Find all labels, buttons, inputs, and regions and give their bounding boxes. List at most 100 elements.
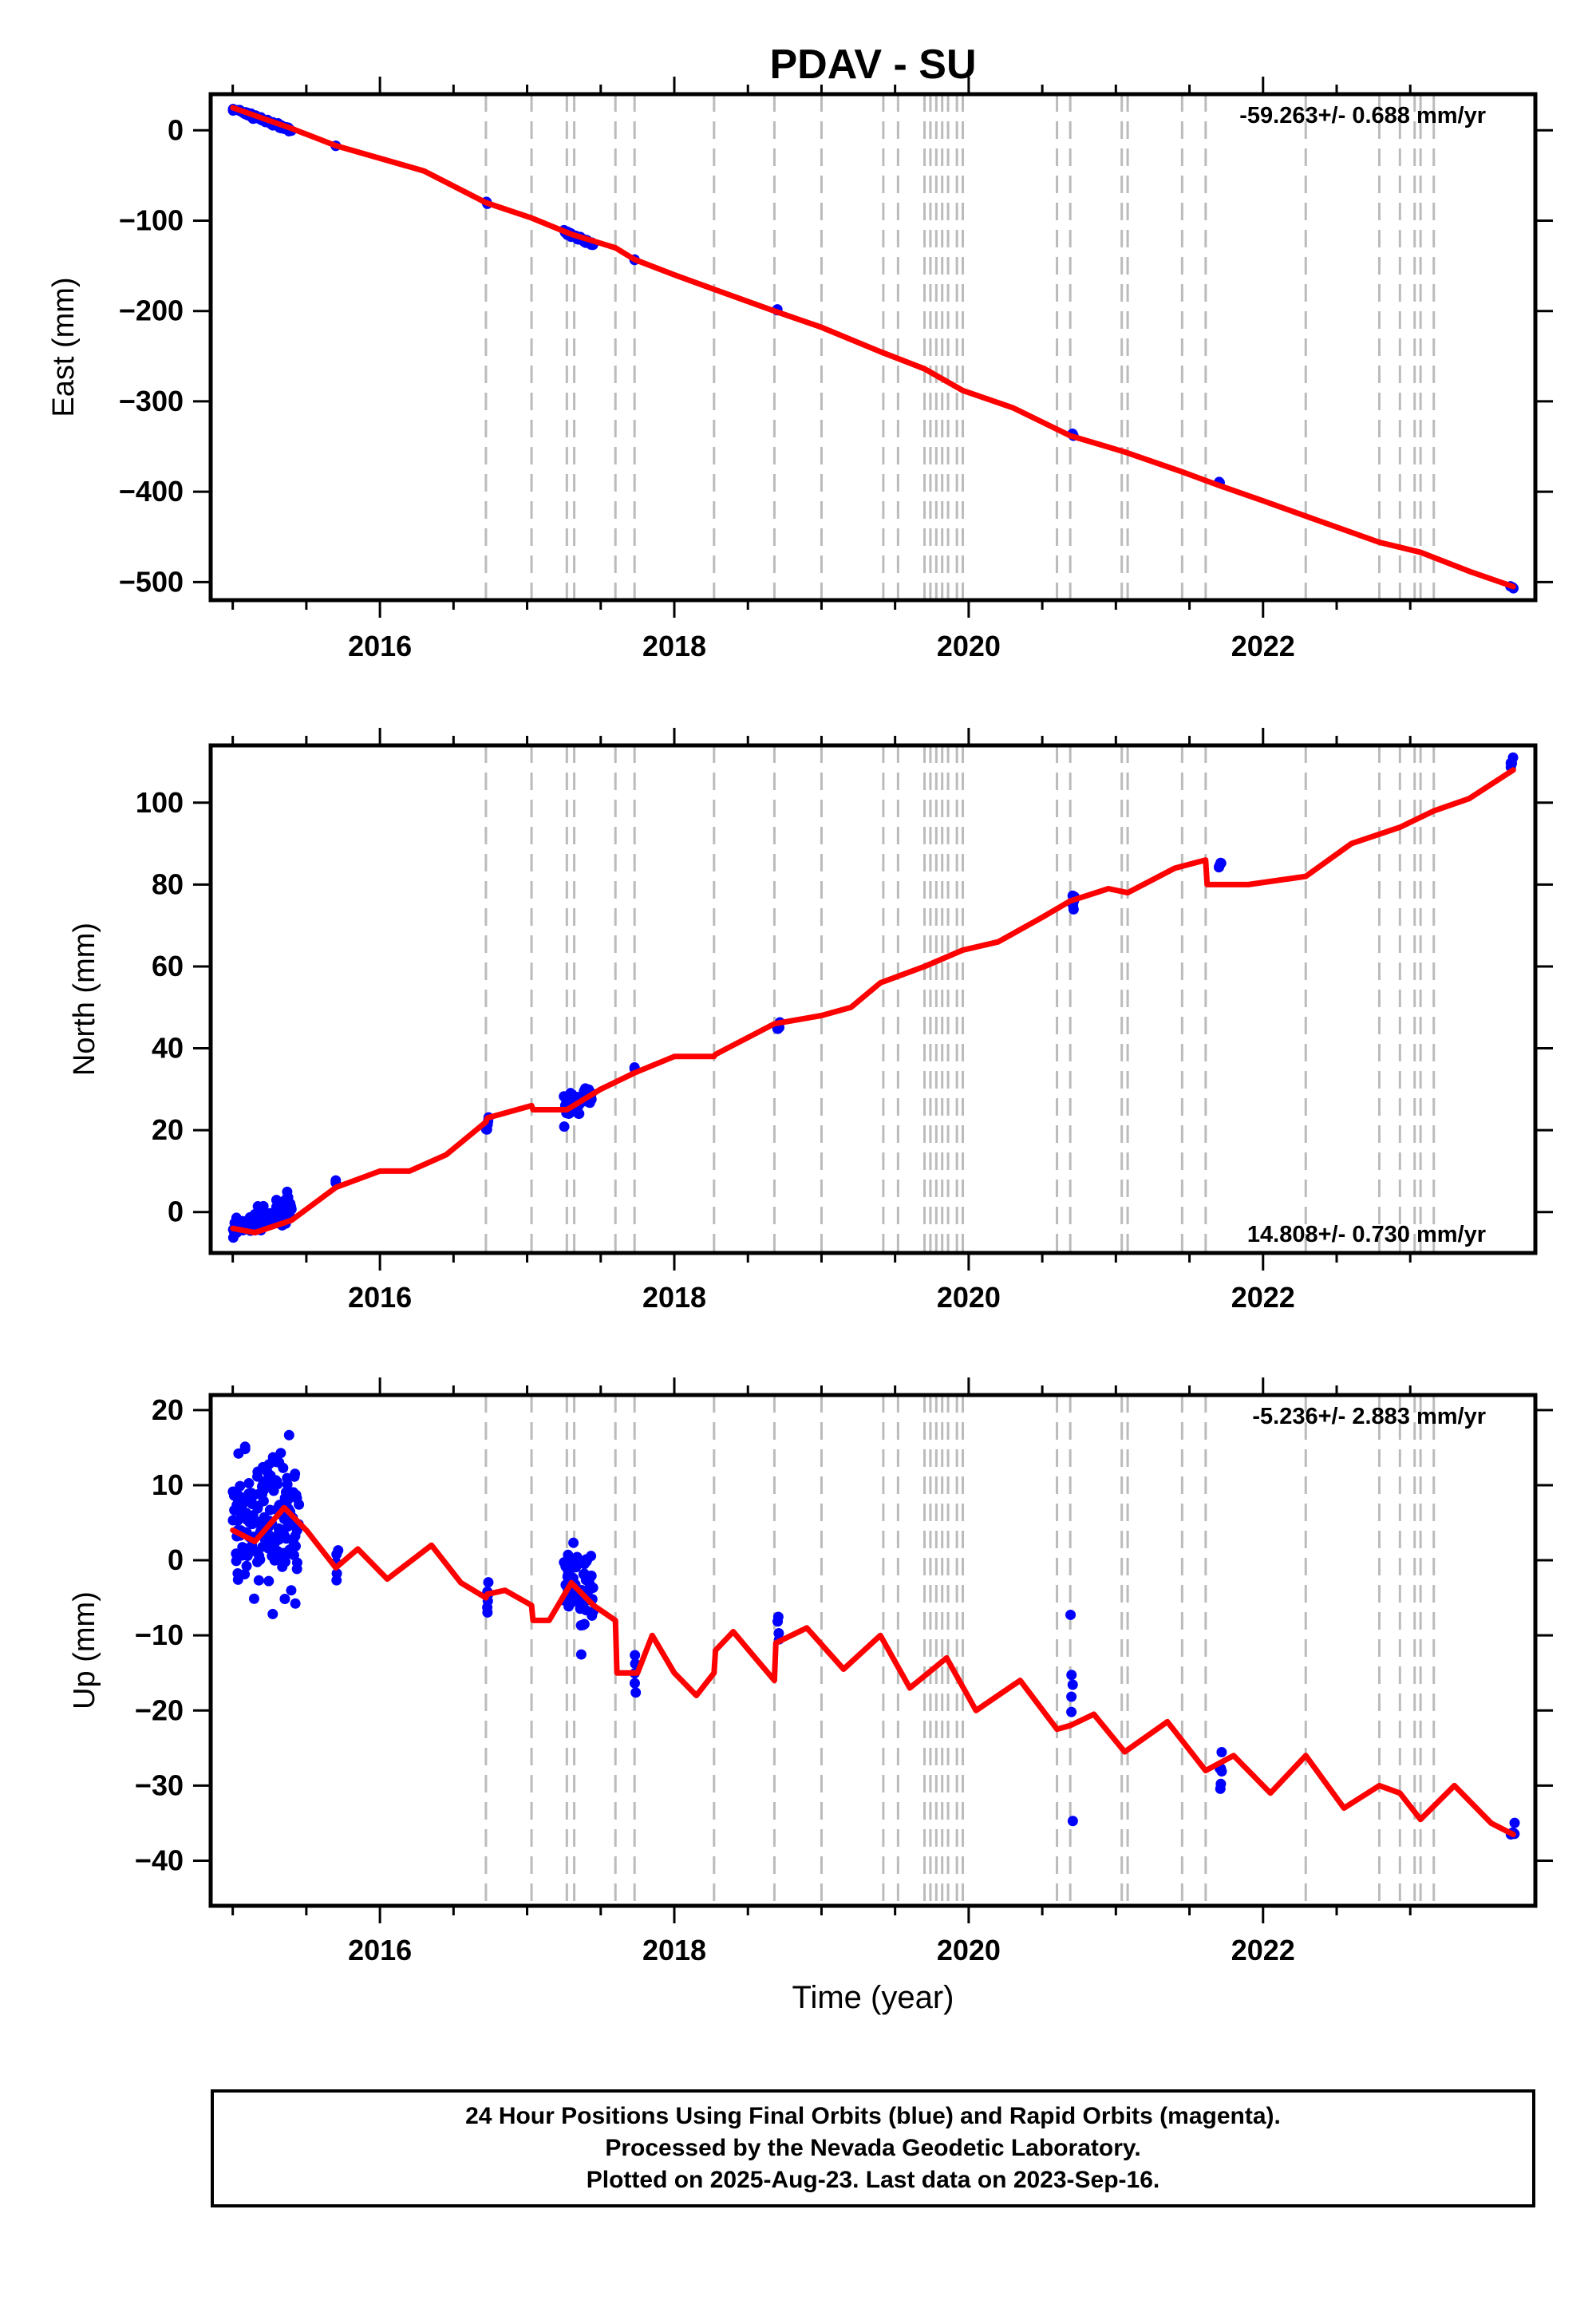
data-point (570, 1595, 581, 1606)
data-point (630, 1687, 642, 1698)
data-point (1067, 1679, 1078, 1690)
data-point (559, 1121, 570, 1132)
data-point (263, 1575, 275, 1587)
data-point (258, 1496, 269, 1507)
data-point (563, 1601, 575, 1612)
x-tick-label: 2020 (937, 630, 1001, 662)
data-point (227, 1515, 239, 1526)
data-point (235, 1480, 246, 1492)
y-tick-label: −10 (135, 1618, 184, 1651)
y-tick-label: −300 (119, 385, 184, 417)
data-point (274, 1534, 285, 1545)
x-tick-label: 2016 (348, 630, 412, 662)
y-tick-label: 60 (152, 950, 184, 982)
data-point (239, 1441, 251, 1452)
data-point (283, 1429, 294, 1441)
data-point (1067, 1816, 1078, 1827)
y-tick-label: 0 (168, 1196, 184, 1228)
data-point (269, 1555, 280, 1566)
data-point (587, 1582, 598, 1593)
data-point (277, 1561, 288, 1572)
data-point (247, 1211, 259, 1222)
x-tick-label: 2022 (1231, 1281, 1295, 1314)
data-point (333, 1545, 344, 1556)
data-point (579, 1618, 590, 1630)
data-point (563, 1549, 574, 1560)
data-point (227, 1232, 239, 1243)
data-point (280, 1205, 291, 1216)
data-point (1066, 1706, 1077, 1717)
data-point (290, 1531, 301, 1542)
y-tick-label: −20 (135, 1694, 184, 1726)
data-point (559, 1091, 570, 1102)
data-points (227, 752, 1519, 1243)
footer-line-1: 24 Hour Positions Using Final Orbits (bl… (465, 2103, 1281, 2129)
data-point (264, 1504, 275, 1516)
rate-label: 14.808+/- 0.730 mm/yr (1247, 1222, 1486, 1247)
data-point (1507, 758, 1518, 769)
data-point (629, 1678, 640, 1689)
data-point (1215, 858, 1227, 869)
data-point (275, 1448, 286, 1459)
data-point (1066, 1691, 1077, 1702)
y-tick-label: 0 (168, 113, 184, 146)
data-point (243, 1478, 255, 1489)
data-point (243, 1496, 254, 1507)
y-tick-label: 20 (152, 1393, 184, 1426)
data-point (254, 1551, 265, 1562)
y-tick-label: 40 (152, 1032, 184, 1065)
data-point (330, 1175, 342, 1186)
data-point (271, 1195, 282, 1206)
x-tick-label: 2016 (348, 1934, 412, 1966)
y-tick-label: −100 (119, 204, 184, 237)
data-point (246, 1488, 257, 1499)
north-panel: 2016 2018 2020 2022 0 20 40 60 80 100 North (mm) 14… (68, 728, 1553, 1314)
data-point (248, 1593, 259, 1604)
y-tick-label: −200 (119, 294, 184, 327)
data-point (255, 1212, 267, 1223)
data-point (1509, 1817, 1520, 1828)
data-point (239, 1569, 251, 1580)
y-axis-label: North (mm) (68, 923, 101, 1076)
y-axis-label: Up (mm) (68, 1591, 101, 1709)
rate-label: -5.236+/- 2.883 mm/yr (1252, 1404, 1486, 1429)
data-point (269, 1207, 280, 1218)
data-point (1216, 1766, 1227, 1777)
x-axis-label: Time (year) (792, 1980, 954, 2015)
data-point (247, 1519, 258, 1530)
data-point (567, 1089, 578, 1100)
data-point (331, 1575, 342, 1586)
data-point (294, 1499, 305, 1510)
data-point (581, 1556, 592, 1567)
data-points (227, 1429, 1520, 1840)
data-point (575, 1649, 587, 1660)
y-tick-label: −40 (135, 1844, 184, 1877)
x-tick-label: 2016 (348, 1281, 412, 1314)
data-point (562, 1571, 573, 1583)
data-point (586, 1570, 597, 1581)
data-point (272, 1546, 283, 1557)
data-point (1066, 1670, 1077, 1681)
x-tick-label: 2018 (642, 1281, 706, 1314)
data-point (282, 1472, 293, 1484)
data-point (574, 1109, 585, 1120)
y-tick-label: 100 (136, 786, 184, 819)
footer-line-3: Plotted on 2025-Aug-23. Last data on 202… (586, 2167, 1160, 2193)
data-point (291, 1563, 302, 1575)
data-point (253, 1575, 264, 1586)
y-tick-label: −400 (119, 475, 184, 508)
plot-frame (208, 92, 1538, 603)
data-point (481, 1124, 492, 1135)
data-point (267, 1608, 279, 1619)
east-panel: 2016 2018 2020 2022 0 −100 −200 −300 −400 −500 Eas… (47, 77, 1553, 662)
x-tick-label: 2018 (642, 1934, 706, 1966)
data-point (252, 1466, 263, 1477)
data-point (279, 1593, 290, 1604)
model-line (230, 1504, 1516, 1838)
x-tick-label: 2022 (1231, 630, 1295, 662)
footer-box: 24 Hour Positions Using Final Orbits (bl… (211, 2089, 1535, 2207)
y-tick-label: −30 (135, 1769, 184, 1801)
data-point (282, 1516, 293, 1527)
y-tick-label: 20 (152, 1113, 184, 1146)
